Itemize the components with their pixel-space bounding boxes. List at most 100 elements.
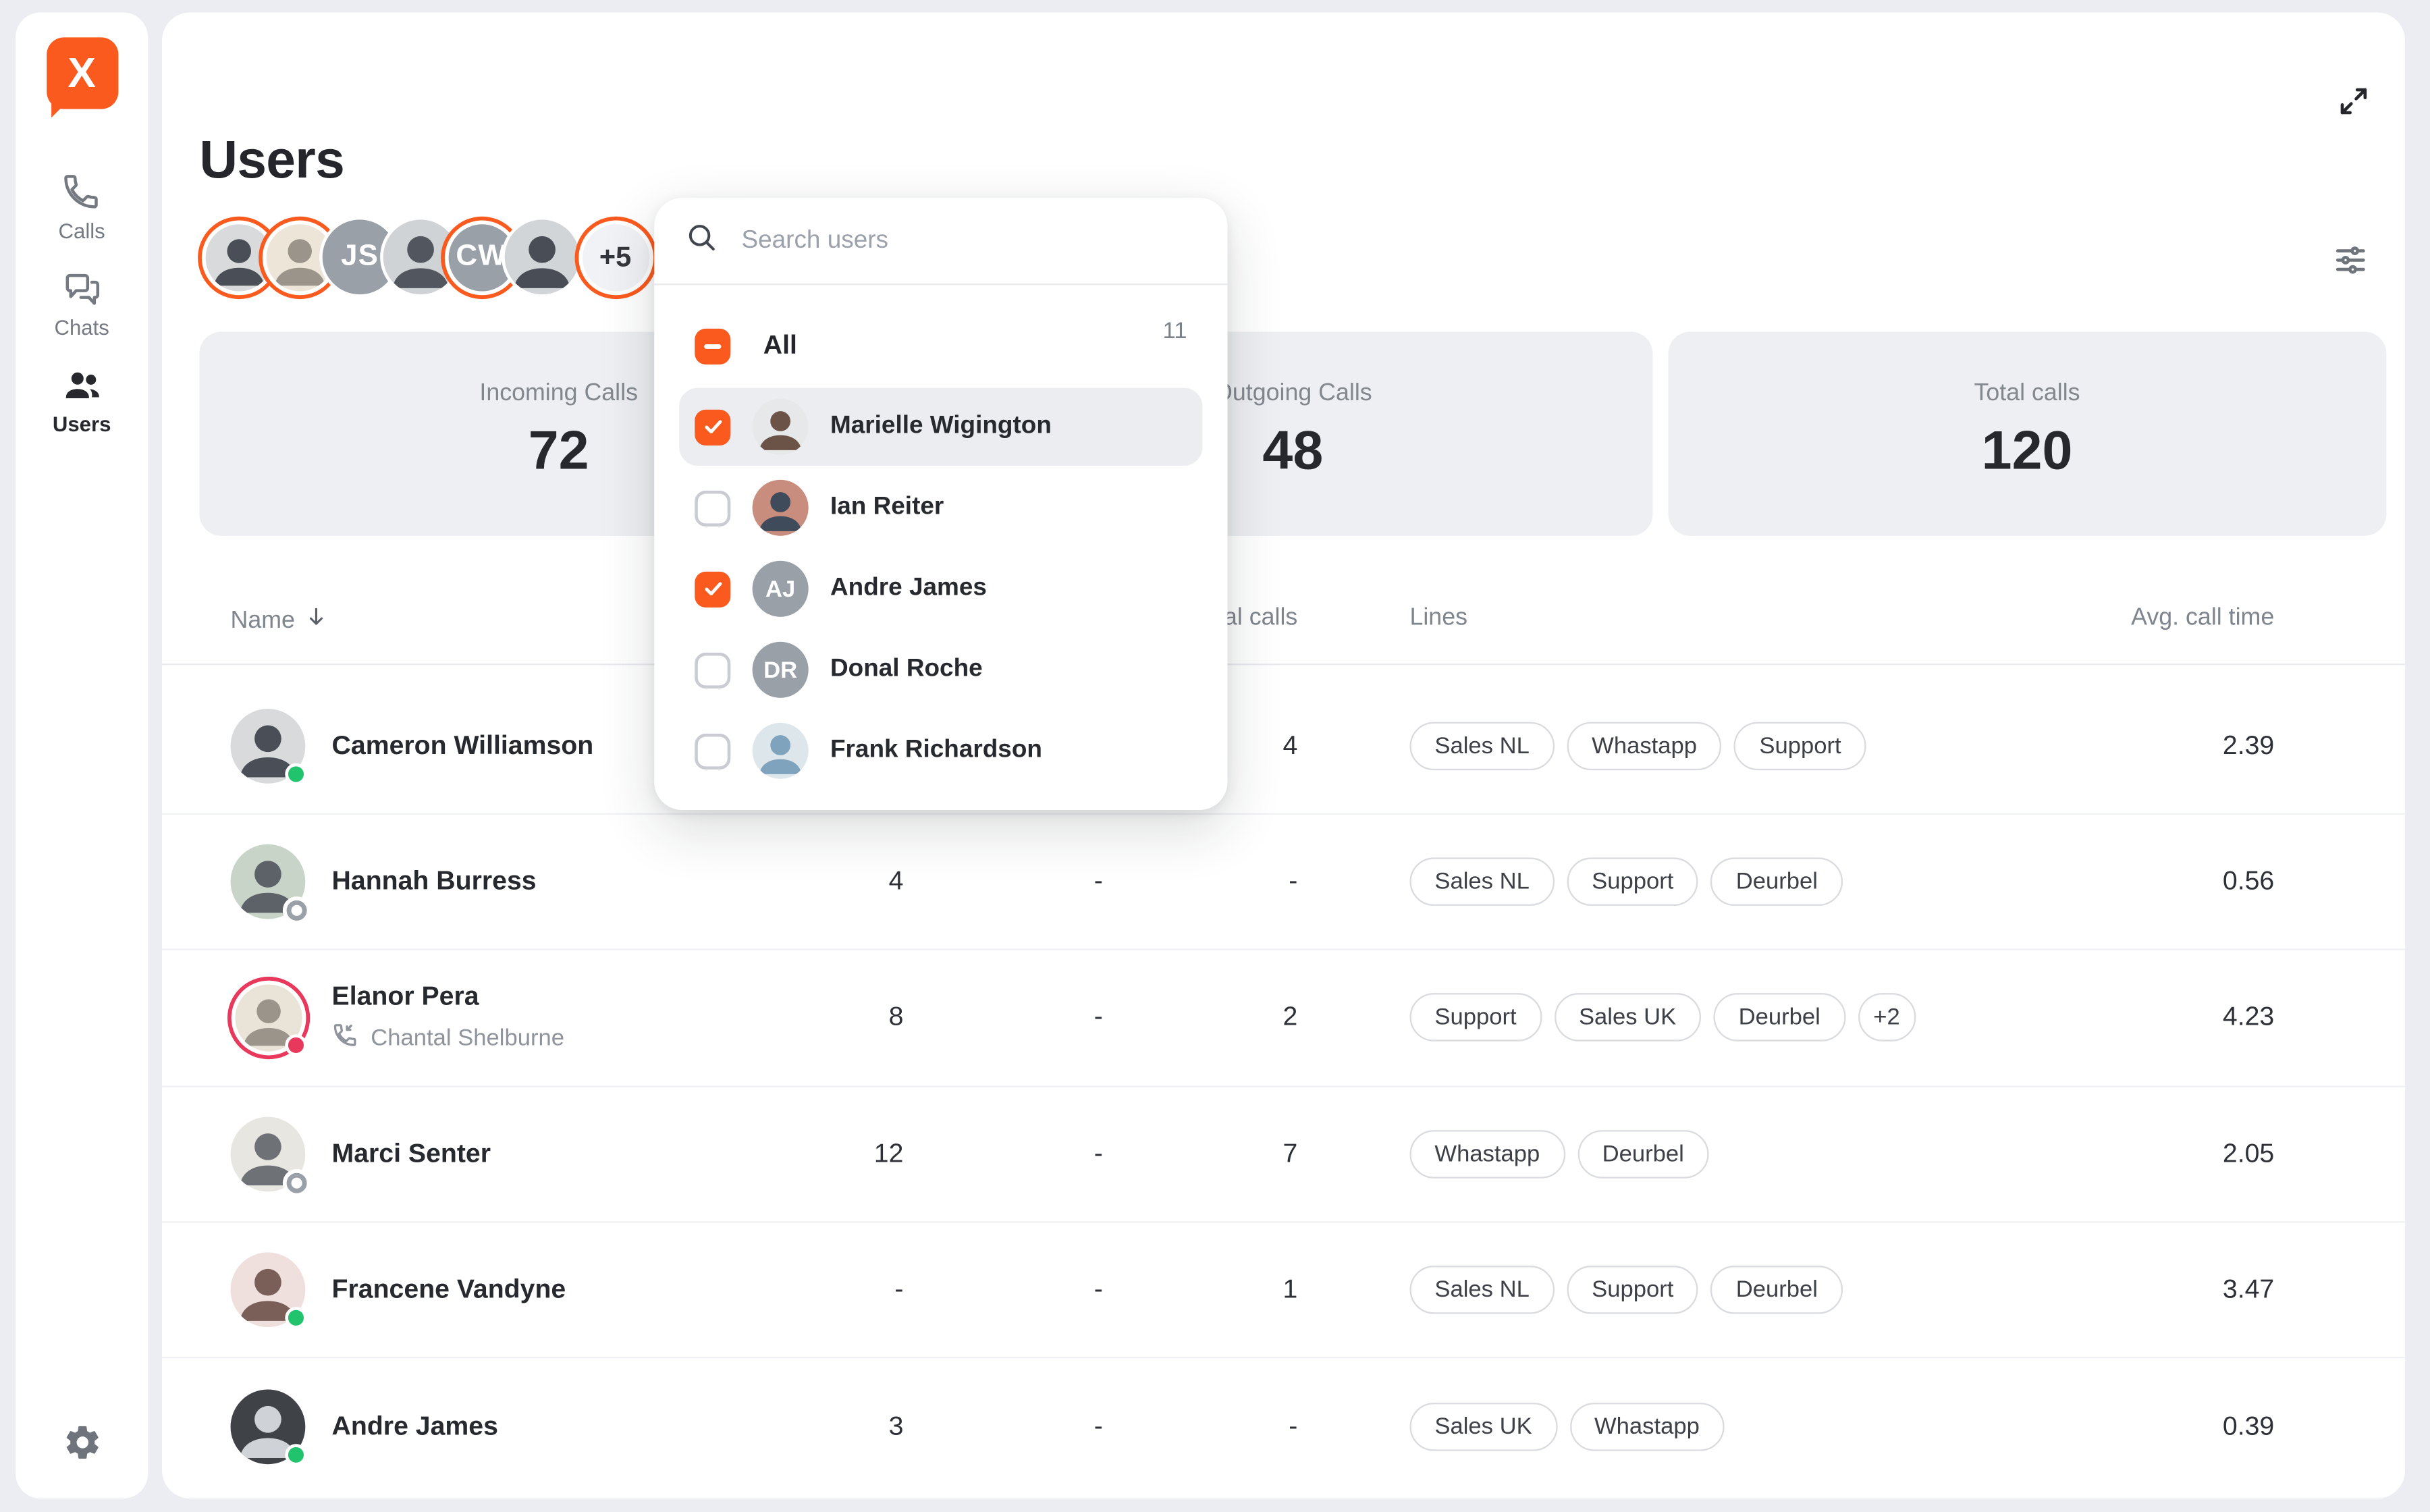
outgoing-calls-value: - bbox=[1094, 1138, 1103, 1168]
sidebar-item-calls[interactable]: Calls bbox=[59, 171, 105, 243]
expand-icon[interactable] bbox=[2337, 84, 2371, 126]
user-avatar bbox=[265, 223, 333, 291]
line-badge: Support bbox=[1734, 722, 1866, 771]
lines-cell: Whastapp Deurbel bbox=[1409, 1129, 1709, 1178]
active-call-info: Chantal Shelburne bbox=[332, 1022, 564, 1054]
stat-value: 48 bbox=[1262, 421, 1324, 482]
avatar bbox=[230, 1116, 307, 1193]
table-row[interactable]: Francene Vandyne - - 1 Sales NL Support … bbox=[162, 1222, 2406, 1359]
user-avatar bbox=[383, 219, 458, 295]
search-users-input[interactable] bbox=[741, 226, 1197, 255]
filter-option-user[interactable]: AJ Andre James bbox=[654, 548, 1227, 629]
user-avatar bbox=[752, 722, 809, 779]
line-badge: Whastapp bbox=[1567, 722, 1722, 771]
presence-online-dot bbox=[285, 1306, 307, 1329]
checkbox-checked[interactable] bbox=[695, 570, 731, 607]
incoming-calls-value: 8 bbox=[888, 1002, 904, 1032]
users-icon bbox=[61, 364, 102, 405]
strip-avatar[interactable] bbox=[381, 218, 459, 296]
filter-option-user[interactable]: Marielle Wigington bbox=[654, 386, 1227, 467]
call-contact-name: Chantal Shelburne bbox=[371, 1025, 565, 1052]
line-badge: Deurbel bbox=[1577, 1129, 1709, 1178]
total-calls-value: - bbox=[1289, 866, 1298, 896]
incoming-calls-value: 3 bbox=[888, 1410, 904, 1440]
table-row[interactable]: Andre James 3 - - Sales UK Whastapp 0.39 bbox=[162, 1358, 2405, 1494]
filter-sliders-icon[interactable] bbox=[2333, 243, 2368, 285]
lines-cell: Sales UK Whastapp bbox=[1409, 1402, 1725, 1451]
lines-cell: Sales NL Whastapp Support bbox=[1409, 722, 1866, 771]
strip-avatar[interactable] bbox=[503, 218, 580, 296]
strip-avatar[interactable] bbox=[199, 218, 277, 296]
table-row[interactable]: Marci Senter 12 - 7 Whastapp Deurbel 2.0… bbox=[162, 1087, 2406, 1222]
strip-avatar[interactable] bbox=[260, 218, 338, 296]
user-avatar-initials: AJ bbox=[752, 560, 809, 617]
filter-option-user[interactable]: DR Donal Roche bbox=[654, 629, 1227, 710]
page-title: Users bbox=[199, 130, 345, 190]
search-row bbox=[654, 198, 1228, 286]
line-badge: Whastapp bbox=[1569, 1402, 1725, 1451]
user-avatar-initials: DR bbox=[752, 641, 809, 698]
incoming-calls-value: - bbox=[894, 1274, 904, 1304]
user-avatar bbox=[752, 479, 809, 536]
presence-offline-dot bbox=[286, 900, 307, 921]
line-badge: Deurbel bbox=[1710, 1265, 1843, 1314]
user-avatar bbox=[504, 219, 580, 295]
checkbox-indeterminate[interactable] bbox=[695, 327, 731, 364]
incoming-calls-value: 4 bbox=[888, 866, 904, 896]
table-row[interactable]: Elanor Pera Chantal Shelburne 8 - 2 Supp… bbox=[162, 951, 2406, 1087]
user-name: Ian Reiter bbox=[830, 493, 944, 520]
table-row[interactable]: Hannah Burress 4 - - Sales NL Support De… bbox=[162, 815, 2406, 951]
line-badge: Sales UK bbox=[1554, 994, 1702, 1042]
table-row[interactable]: Cameron Williamson 4 Sales NL Whastapp S… bbox=[162, 679, 2406, 815]
filter-option-all[interactable]: All 11 bbox=[654, 305, 1227, 386]
avg-call-time-value: 2.05 bbox=[2222, 1138, 2275, 1168]
app-logo[interactable]: X bbox=[46, 37, 118, 109]
avatar bbox=[231, 981, 307, 1057]
stat-label: Outgoing Calls bbox=[1214, 380, 1372, 407]
users-table: Cameron Williamson 4 Sales NL Whastapp S… bbox=[162, 679, 2406, 1494]
user-avatar-initials: JS bbox=[322, 219, 398, 295]
selected-users-avatar-strip: JS CW +5 bbox=[199, 218, 654, 296]
presence-online-dot bbox=[285, 1443, 307, 1465]
filter-option-user[interactable]: Frank Richardson bbox=[654, 710, 1227, 791]
sidebar-item-chats[interactable]: Chats bbox=[54, 268, 109, 340]
lines-cell: Sales NL Support Deurbel bbox=[1409, 858, 1843, 907]
sort-descending-icon bbox=[304, 604, 329, 637]
line-badge: Support bbox=[1567, 858, 1699, 907]
settings-gear-icon[interactable] bbox=[61, 1422, 102, 1471]
column-header-avg-call-time: Avg. call time bbox=[2131, 604, 2275, 631]
column-header-name[interactable]: Name bbox=[231, 604, 329, 637]
filter-option-user[interactable]: Ian Reiter bbox=[654, 467, 1227, 548]
user-name: Andre James bbox=[830, 574, 987, 601]
checkbox-unchecked[interactable] bbox=[695, 732, 731, 769]
avg-call-time-value: 0.39 bbox=[2222, 1410, 2275, 1440]
search-icon bbox=[685, 221, 718, 261]
presence-offline-dot bbox=[286, 1172, 307, 1193]
stat-value: 72 bbox=[528, 421, 589, 482]
line-badge: Sales NL bbox=[1409, 722, 1555, 771]
sidebar-item-users[interactable]: Users bbox=[53, 364, 111, 436]
sidebar: X Calls Chats Users bbox=[16, 12, 148, 1499]
checkbox-unchecked[interactable] bbox=[695, 489, 731, 526]
line-badge: Sales NL bbox=[1409, 1265, 1555, 1314]
line-badge: Sales NL bbox=[1409, 858, 1555, 907]
checkbox-checked[interactable] bbox=[695, 408, 731, 445]
user-name: Marci Senter bbox=[331, 1138, 491, 1168]
stat-label: Incoming Calls bbox=[479, 380, 638, 407]
strip-avatar-overflow[interactable]: +5 bbox=[576, 218, 654, 296]
total-calls-value: 2 bbox=[1282, 1002, 1298, 1032]
sidebar-nav: Calls Chats Users bbox=[53, 171, 111, 436]
phone-icon bbox=[61, 171, 102, 212]
stat-value: 120 bbox=[1981, 421, 2073, 482]
line-badge: Deurbel bbox=[1713, 994, 1845, 1042]
column-header-lines: Lines bbox=[1409, 604, 1467, 631]
strip-avatar[interactable]: JS bbox=[321, 218, 398, 296]
avatar bbox=[230, 1388, 307, 1465]
incoming-call-icon bbox=[332, 1022, 358, 1054]
strip-avatar[interactable]: CW bbox=[442, 218, 520, 296]
user-avatar bbox=[205, 223, 272, 291]
user-filter-dropdown: All 11 Marielle Wigington Ian Reiter AJ … bbox=[654, 198, 1228, 811]
checkbox-unchecked[interactable] bbox=[695, 651, 731, 688]
line-badge: Whastapp bbox=[1409, 1129, 1565, 1178]
